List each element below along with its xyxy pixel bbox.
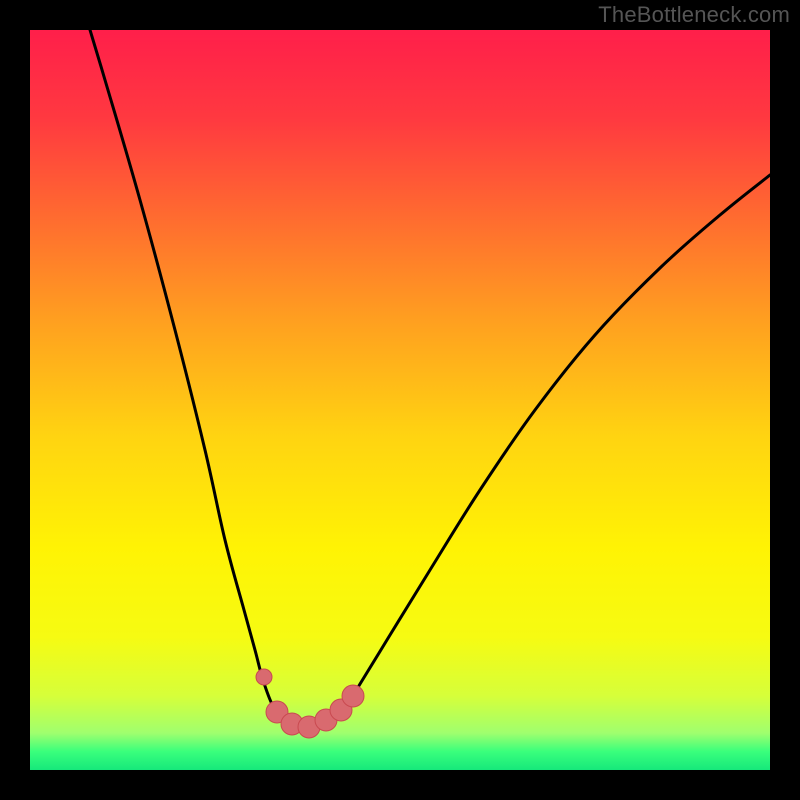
watermark-text: TheBottleneck.com xyxy=(598,2,790,28)
figure-root: TheBottleneck.com xyxy=(0,0,800,800)
marker-point xyxy=(342,685,364,707)
plot-background xyxy=(30,30,770,770)
marker-outlier xyxy=(256,669,272,685)
plot-svg xyxy=(0,0,800,800)
